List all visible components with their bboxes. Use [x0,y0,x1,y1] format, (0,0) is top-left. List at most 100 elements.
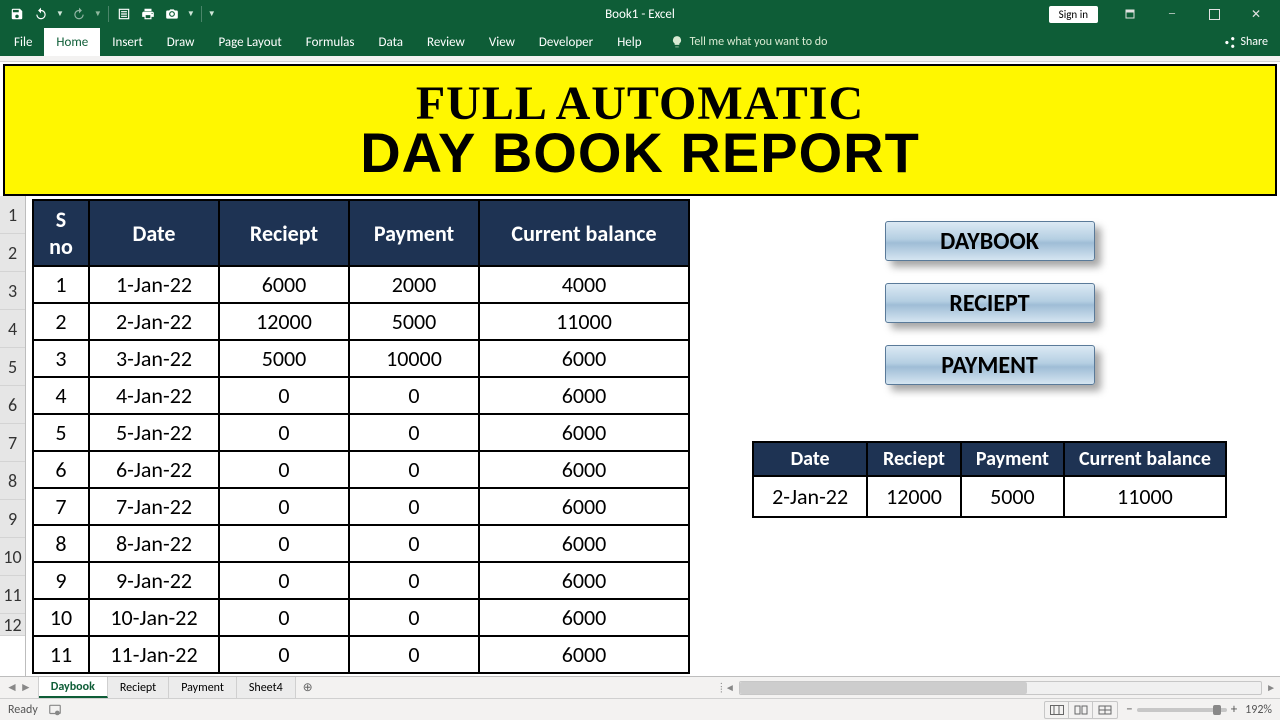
view-mode-buttons[interactable] [1044,701,1118,719]
sheet-nav-arrows[interactable]: ◄► [0,677,39,698]
sum-td[interactable]: 2-Jan-22 [753,476,867,517]
table-cell[interactable]: 11-Jan-22 [89,636,219,673]
table-cell[interactable]: 6000 [479,599,689,636]
reciept-button[interactable]: RECIEPT [885,283,1095,323]
table-cell[interactable]: 10-Jan-22 [89,599,219,636]
th-balance[interactable]: Current balance [479,200,689,266]
table-cell[interactable]: 6000 [219,266,349,303]
th-payment[interactable]: Payment [349,200,479,266]
table-cell[interactable]: 0 [219,451,349,488]
table-cell[interactable]: 5-Jan-22 [89,414,219,451]
table-cell[interactable]: 6000 [479,488,689,525]
table-cell[interactable]: 9-Jan-22 [89,562,219,599]
table-cell[interactable]: 0 [219,377,349,414]
table-cell[interactable]: 6000 [479,340,689,377]
th-reciept[interactable]: Reciept [219,200,349,266]
table-cell[interactable]: 0 [219,414,349,451]
horizontal-scrollbar[interactable] [739,681,1262,695]
sheet-tab-reciept[interactable]: Reciept [108,677,169,698]
table-cell[interactable]: 3 [33,340,89,377]
table-cell[interactable]: 6 [33,451,89,488]
table-cell[interactable]: 0 [219,636,349,673]
tab-insert[interactable]: Insert [100,28,155,56]
table-cell[interactable]: 0 [219,488,349,525]
row-header[interactable]: 4 [0,310,25,348]
sum-td[interactable]: 11000 [1064,476,1226,517]
row-header[interactable]: 3 [0,272,25,310]
sum-th-payment[interactable]: Payment [961,442,1064,476]
sum-td[interactable]: 5000 [961,476,1064,517]
table-cell[interactable]: 5 [33,414,89,451]
row-header[interactable]: 9 [0,500,25,538]
table-cell[interactable]: 0 [349,636,479,673]
zoom-slider[interactable]: − + [1126,702,1237,717]
zoom-in-icon[interactable]: + [1231,702,1237,717]
tab-page-layout[interactable]: Page Layout [206,28,293,56]
table-cell[interactable]: 6-Jan-22 [89,451,219,488]
tell-me-search[interactable]: Tell me what you want to do [654,28,828,56]
table-cell[interactable]: 2-Jan-22 [89,303,219,340]
table-cell[interactable]: 4-Jan-22 [89,377,219,414]
maximize-icon[interactable] [1194,2,1234,26]
signin-button[interactable]: Sign in [1049,6,1098,23]
table-cell[interactable]: 6000 [479,414,689,451]
tab-draw[interactable]: Draw [155,28,207,56]
sheet-body[interactable]: S no Date Reciept Payment Current balanc… [26,196,1277,676]
table-cell[interactable]: 7-Jan-22 [89,488,219,525]
row-header[interactable]: 10 [0,538,25,576]
table-cell[interactable]: 6000 [479,525,689,562]
table-cell[interactable]: 1-Jan-22 [89,266,219,303]
table-cell[interactable]: 2 [33,303,89,340]
undo-icon[interactable] [32,5,50,23]
save-icon[interactable] [8,5,26,23]
zoom-level[interactable]: 192% [1245,703,1272,717]
sum-th-date[interactable]: Date [753,442,867,476]
page-break-view-icon[interactable] [1093,702,1117,718]
tab-data[interactable]: Data [367,28,416,56]
table-cell[interactable]: 11 [33,636,89,673]
table-cell[interactable]: 5000 [219,340,349,377]
table-cell[interactable]: 6000 [479,562,689,599]
macro-record-icon[interactable] [48,703,62,717]
row-header[interactable]: 6 [0,386,25,424]
table-cell[interactable]: 6000 [479,451,689,488]
ribbon-display-icon[interactable] [1110,2,1150,26]
table-cell[interactable]: 0 [349,525,479,562]
table-cell[interactable]: 0 [219,525,349,562]
row-header[interactable]: 1 [0,196,25,234]
table-cell[interactable]: 6000 [479,377,689,414]
tab-review[interactable]: Review [415,28,477,56]
tab-file[interactable]: File [2,28,44,56]
table-cell[interactable]: 6000 [479,636,689,673]
table-cell[interactable]: 7 [33,488,89,525]
share-button[interactable]: Share [1223,28,1280,56]
new-sheet-button[interactable]: ⊕ [296,677,320,698]
row-header[interactable]: 5 [0,348,25,386]
table-cell[interactable]: 8 [33,525,89,562]
tab-help[interactable]: Help [605,28,653,56]
row-header[interactable]: 2 [0,234,25,272]
table-cell[interactable]: 2000 [349,266,479,303]
sheet-tab-sheet4[interactable]: Sheet4 [237,677,296,698]
table-cell[interactable]: 8-Jan-22 [89,525,219,562]
daybook-button[interactable]: DAYBOOK [885,221,1095,261]
sheet-tab-daybook[interactable]: Daybook [39,677,108,698]
table-cell[interactable]: 3-Jan-22 [89,340,219,377]
row-header[interactable]: 7 [0,424,25,462]
sum-th-balance[interactable]: Current balance [1064,442,1226,476]
print-preview-icon[interactable] [139,5,157,23]
table-cell[interactable]: 0 [349,451,479,488]
sheet-tab-payment[interactable]: Payment [169,677,237,698]
row-header[interactable]: 8 [0,462,25,500]
tab-home[interactable]: Home [44,28,100,56]
payment-button[interactable]: PAYMENT [885,345,1095,385]
row-header[interactable]: 12 [0,614,25,636]
table-cell[interactable]: 10000 [349,340,479,377]
table-cell[interactable]: 5000 [349,303,479,340]
camera-icon[interactable] [163,5,181,23]
table-cell[interactable]: 0 [349,599,479,636]
table-cell[interactable]: 9 [33,562,89,599]
tab-view[interactable]: View [477,28,527,56]
table-cell[interactable]: 0 [349,377,479,414]
table-cell[interactable]: 11000 [479,303,689,340]
